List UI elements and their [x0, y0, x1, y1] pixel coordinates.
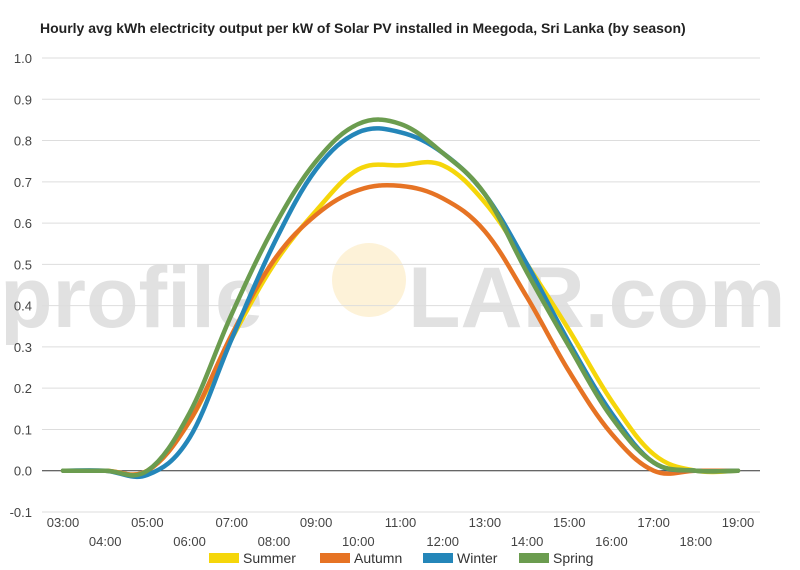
- x-tick-label: 05:00: [131, 515, 164, 530]
- series-lines: [60, 117, 741, 480]
- x-tick-label: 19:00: [722, 515, 755, 530]
- x-tick-label: 18:00: [680, 534, 713, 549]
- legend-swatch-winter: [423, 553, 453, 563]
- y-tick-label: 0.7: [14, 175, 32, 190]
- legend-swatch-summer: [209, 553, 239, 563]
- y-tick-label: 0.4: [14, 299, 32, 314]
- x-tick-label: 17:00: [637, 515, 670, 530]
- legend-label-winter: Winter: [457, 550, 498, 566]
- legend-label-spring: Spring: [553, 550, 593, 566]
- y-tick-label: 0.2: [14, 381, 32, 396]
- x-tick-label: 04:00: [89, 534, 122, 549]
- y-tick-label: 0.1: [14, 422, 32, 437]
- y-tick-label: 0.8: [14, 134, 32, 149]
- x-tick-label: 09:00: [300, 515, 333, 530]
- series-line-winter: [60, 126, 741, 480]
- y-axis-ticks: 1.0 0.9 0.8 0.7 0.6 0.5 0.4 0.3 0.2 0.1 0.0 -0.1: [10, 51, 32, 520]
- legend-label-summer: Summer: [243, 550, 296, 566]
- watermark: profile LAR.com: [0, 243, 785, 346]
- y-tick-label: 0.3: [14, 340, 32, 355]
- watermark-sun-icon: [332, 243, 406, 317]
- x-axis-ticks: 03:00 05:00 07:00 09:00 11:00 13:00 15:00 17:00…: [47, 515, 755, 549]
- series-line-spring: [60, 117, 741, 478]
- x-tick-label: 03:00: [47, 515, 80, 530]
- chart-title: Hourly avg kWh electricity output per kW…: [40, 20, 686, 36]
- legend-swatch-autumn: [320, 553, 350, 563]
- x-tick-label: 14:00: [511, 534, 544, 549]
- legend: Summer Autumn Winter Spring: [209, 550, 593, 566]
- legend-label-autumn: Autumn: [354, 550, 402, 566]
- x-tick-label: 15:00: [553, 515, 586, 530]
- watermark-text-right: LAR.com: [408, 250, 785, 346]
- x-tick-label: 12:00: [426, 534, 459, 549]
- x-tick-label: 10:00: [342, 534, 375, 549]
- legend-swatch-spring: [519, 553, 549, 563]
- x-tick-label: 11:00: [385, 515, 417, 530]
- x-tick-label: 08:00: [258, 534, 291, 549]
- x-tick-label: 07:00: [215, 515, 248, 530]
- x-tick-label: 13:00: [469, 515, 502, 530]
- y-tick-label: 0.5: [14, 257, 32, 272]
- y-tick-label: 0.9: [14, 92, 32, 107]
- watermark-text-left: profile: [0, 250, 263, 346]
- y-tick-label: 0.6: [14, 216, 32, 231]
- y-tick-label: 1.0: [14, 51, 32, 66]
- y-tick-label: -0.1: [10, 505, 32, 520]
- grid-lines: [42, 57, 760, 513]
- x-tick-label: 06:00: [173, 534, 206, 549]
- x-tick-label: 16:00: [595, 534, 628, 549]
- y-tick-label: 0.0: [14, 464, 32, 479]
- series-line-autumn: [60, 182, 741, 477]
